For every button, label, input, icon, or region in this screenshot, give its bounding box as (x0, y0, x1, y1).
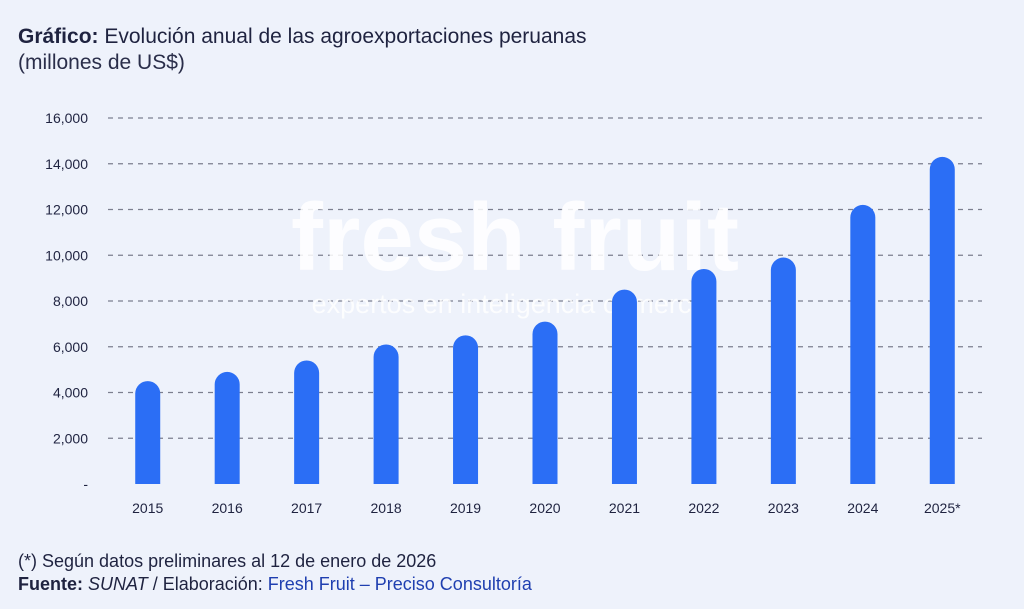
bar-2022 (691, 268, 717, 484)
source-label: Fuente: (18, 574, 83, 594)
bar-2017 (294, 360, 320, 484)
watermark-brand: fresh fruit (291, 184, 739, 291)
bar-2020 (532, 321, 558, 484)
chart-title: Gráfico: Evolución anual de las agroexpo… (18, 24, 587, 50)
x-tick-label: 2022 (688, 500, 719, 516)
y-tick-label: 10,000 (45, 247, 88, 263)
x-tick-label: 2024 (847, 500, 878, 516)
bar-2024 (850, 204, 876, 484)
x-tick-label: 2015 (132, 500, 163, 516)
title-text: Evolución anual de las agroexportaciones… (98, 25, 587, 48)
y-tick-label: 14,000 (45, 156, 88, 172)
watermark: fresh fruit expertos en inteligencia com… (291, 184, 739, 319)
x-tick-label: 2019 (450, 500, 481, 516)
bar-2015 (135, 381, 161, 484)
source-separator: / Elaboración: (147, 574, 268, 594)
y-tick-label: - (83, 476, 88, 492)
bar-chart: fresh fruit expertos en inteligencia com… (45, 110, 982, 516)
source-value: SUNAT (88, 574, 148, 594)
title-prefix: Gráfico: (18, 25, 99, 48)
bar-2016 (214, 371, 240, 484)
y-tick-label: 4,000 (53, 385, 88, 401)
elaboration-credit: Fresh Fruit – Preciso Consultoría (267, 574, 532, 594)
footnote-block: (*) Según datos preliminares al 12 de en… (18, 550, 532, 596)
bar-2019 (453, 335, 479, 484)
bars (135, 156, 955, 484)
y-tick-label: 6,000 (53, 339, 88, 355)
x-axis-ticks: 2015 2016 2017 2018 2019 2020 2021 2022 2023 2024… (132, 500, 961, 516)
watermark-tagline: expertos en inteligencia comercial (312, 289, 719, 319)
chart-unit: (millones de US$) (18, 51, 185, 74)
bar-2018 (373, 344, 399, 484)
y-tick-label: 2,000 (53, 430, 88, 446)
x-tick-label: 2017 (291, 500, 322, 516)
bar-2021 (611, 289, 637, 484)
bar-2023 (770, 257, 796, 484)
y-tick-label: 12,000 (45, 202, 88, 218)
x-tick-label: 2020 (529, 500, 560, 516)
y-tick-label: 8,000 (53, 293, 88, 309)
x-tick-label: 2018 (371, 500, 402, 516)
x-tick-label: 2016 (212, 500, 243, 516)
x-tick-label: 2023 (768, 500, 799, 516)
chart-title-block: Gráfico: Evolución anual de las agroexpo… (18, 24, 587, 76)
y-tick-label: 16,000 (45, 110, 88, 126)
x-tick-label: 2025* (924, 500, 961, 516)
preliminary-note: (*) Según datos preliminares al 12 de en… (18, 551, 437, 571)
bar-2025-prelim (929, 156, 955, 484)
y-axis-ticks: - 2,000 4,000 6,000 8,000 10,000 12,000 14,000 1… (45, 110, 88, 492)
source-line: Fuente: SUNAT / Elaboración: Fresh Fruit… (18, 573, 532, 596)
x-tick-label: 2021 (609, 500, 640, 516)
